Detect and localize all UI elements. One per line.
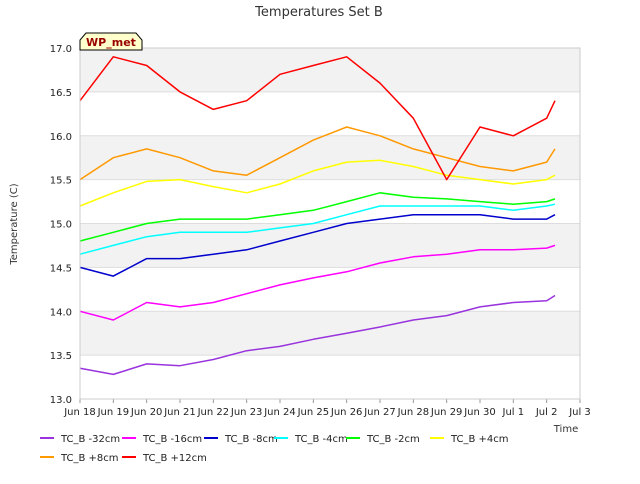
plot-frame [79,47,581,400]
series-line [79,126,556,181]
series-line [79,159,556,207]
plot-band [80,179,580,224]
plot-band [80,355,580,399]
x-tick-label: Jul 1 [502,407,525,418]
legend-item: TC_B -2cm [346,434,420,445]
legend-label: TC_B -8cm [224,434,278,445]
y-axis-label: Temperature (C) [9,183,20,265]
plot-band [80,267,580,312]
x-tick-label: Jun 20 [130,407,163,418]
x-tick-label: Jun 30 [463,407,496,418]
legend: TC_B -32cm TC_B -16cm TC_B -8cm TC_B -4cm TC… [40,434,509,464]
plot-background-bands [80,48,580,399]
legend-label: TC_B -4cm [294,434,348,445]
x-tick-label: Jun 23 [230,407,263,418]
y-tick-label: 15.0 [50,220,72,231]
series-line [79,244,556,321]
legend-item: TC_B +12cm [122,453,207,464]
x-tick-label: Jun 21 [163,407,196,418]
series-line [79,294,556,376]
y-tick-label: 14.5 [50,263,72,274]
plot-band [80,311,580,356]
legend-item: TC_B -16cm [122,434,202,445]
x-tick-label: Jun 25 [297,407,330,418]
x-tick-label: Jun 24 [263,407,296,418]
x-tick-label: Jul 3 [568,407,591,418]
y-tick-label: 16.0 [50,132,72,143]
station-badge: WP_met [79,32,143,51]
series-line [79,56,556,181]
y-tick-label: 13.0 [50,395,72,406]
x-axis-label: Time [553,424,578,435]
legend-item: TC_B +8cm [40,453,119,464]
legend-label: TC_B -16cm [142,434,202,445]
legend-item: TC_B -32cm [40,434,120,445]
legend-label: TC_B -2cm [366,434,420,445]
plot-band [80,223,580,268]
x-tick-label: Jul 2 [535,407,558,418]
legend-label: TC_B -32cm [60,434,120,445]
x-tick-label: Jun 28 [397,407,430,418]
x-tick-label: Jun 26 [330,407,363,418]
legend-item: TC_B +4cm [430,434,509,445]
series-line [79,213,556,277]
x-tick-label: Jun 22 [197,407,230,418]
x-axis: Jun 18 Jun 19 Jun 20 Jun 21 Jun 22 Jun 23 Jun … [63,399,591,418]
plot-band [80,91,580,136]
legend-label: TC_B +8cm [60,453,119,464]
legend-item: TC_B -4cm [274,434,348,445]
x-tick-label: Jun 19 [97,407,130,418]
legend-item: TC_B -8cm [204,434,278,445]
chart-title: Temperatures Set B [254,5,383,20]
y-tick-label: 17.0 [50,44,72,55]
station-badge-label: WP_met [86,36,136,49]
y-tick-label: 13.5 [50,351,72,362]
x-tick-label: Jun 18 [63,407,96,418]
series-line [79,192,556,242]
plot-band [80,48,580,92]
x-tick-label: Jun 29 [430,407,463,418]
y-tick-label: 14.0 [50,307,72,318]
x-tick-label: Jun 27 [363,407,396,418]
series-line [79,203,556,255]
station-badge-shape [79,32,143,51]
y-tick-label: 16.5 [50,88,72,99]
legend-label: TC_B +12cm [142,453,207,464]
plot-band [80,135,580,180]
legend-label: TC_B +4cm [450,434,509,445]
series-lines [79,56,556,376]
y-tick-label: 15.5 [50,176,72,187]
